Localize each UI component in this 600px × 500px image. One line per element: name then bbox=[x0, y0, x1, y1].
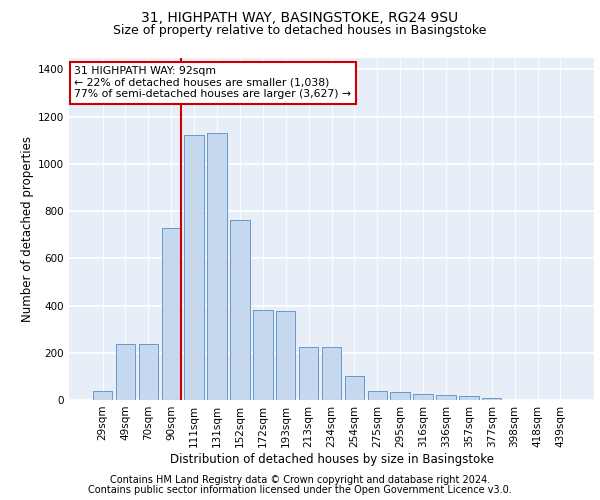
Bar bbox=[139, 344, 158, 400]
Text: Contains HM Land Registry data © Crown copyright and database right 2024.: Contains HM Land Registry data © Crown c… bbox=[110, 475, 490, 485]
Bar bbox=[482, 398, 502, 400]
Text: Contains public sector information licensed under the Open Government Licence v3: Contains public sector information licen… bbox=[88, 485, 512, 495]
Bar bbox=[413, 394, 433, 400]
Bar bbox=[93, 390, 112, 400]
X-axis label: Distribution of detached houses by size in Basingstoke: Distribution of detached houses by size … bbox=[170, 452, 493, 466]
Bar bbox=[459, 396, 479, 400]
Bar bbox=[276, 312, 295, 400]
Bar bbox=[436, 396, 455, 400]
Bar bbox=[322, 347, 341, 400]
Text: 31, HIGHPATH WAY, BASINGSTOKE, RG24 9SU: 31, HIGHPATH WAY, BASINGSTOKE, RG24 9SU bbox=[142, 11, 458, 25]
Bar bbox=[253, 310, 272, 400]
Bar bbox=[344, 376, 364, 400]
Y-axis label: Number of detached properties: Number of detached properties bbox=[21, 136, 34, 322]
Bar bbox=[230, 220, 250, 400]
Bar bbox=[184, 136, 204, 400]
Bar bbox=[391, 392, 410, 400]
Text: 31 HIGHPATH WAY: 92sqm
← 22% of detached houses are smaller (1,038)
77% of semi-: 31 HIGHPATH WAY: 92sqm ← 22% of detached… bbox=[74, 66, 352, 100]
Bar bbox=[368, 390, 387, 400]
Bar bbox=[299, 347, 319, 400]
Bar bbox=[161, 228, 181, 400]
Bar bbox=[208, 133, 227, 400]
Bar bbox=[116, 344, 135, 400]
Text: Size of property relative to detached houses in Basingstoke: Size of property relative to detached ho… bbox=[113, 24, 487, 37]
